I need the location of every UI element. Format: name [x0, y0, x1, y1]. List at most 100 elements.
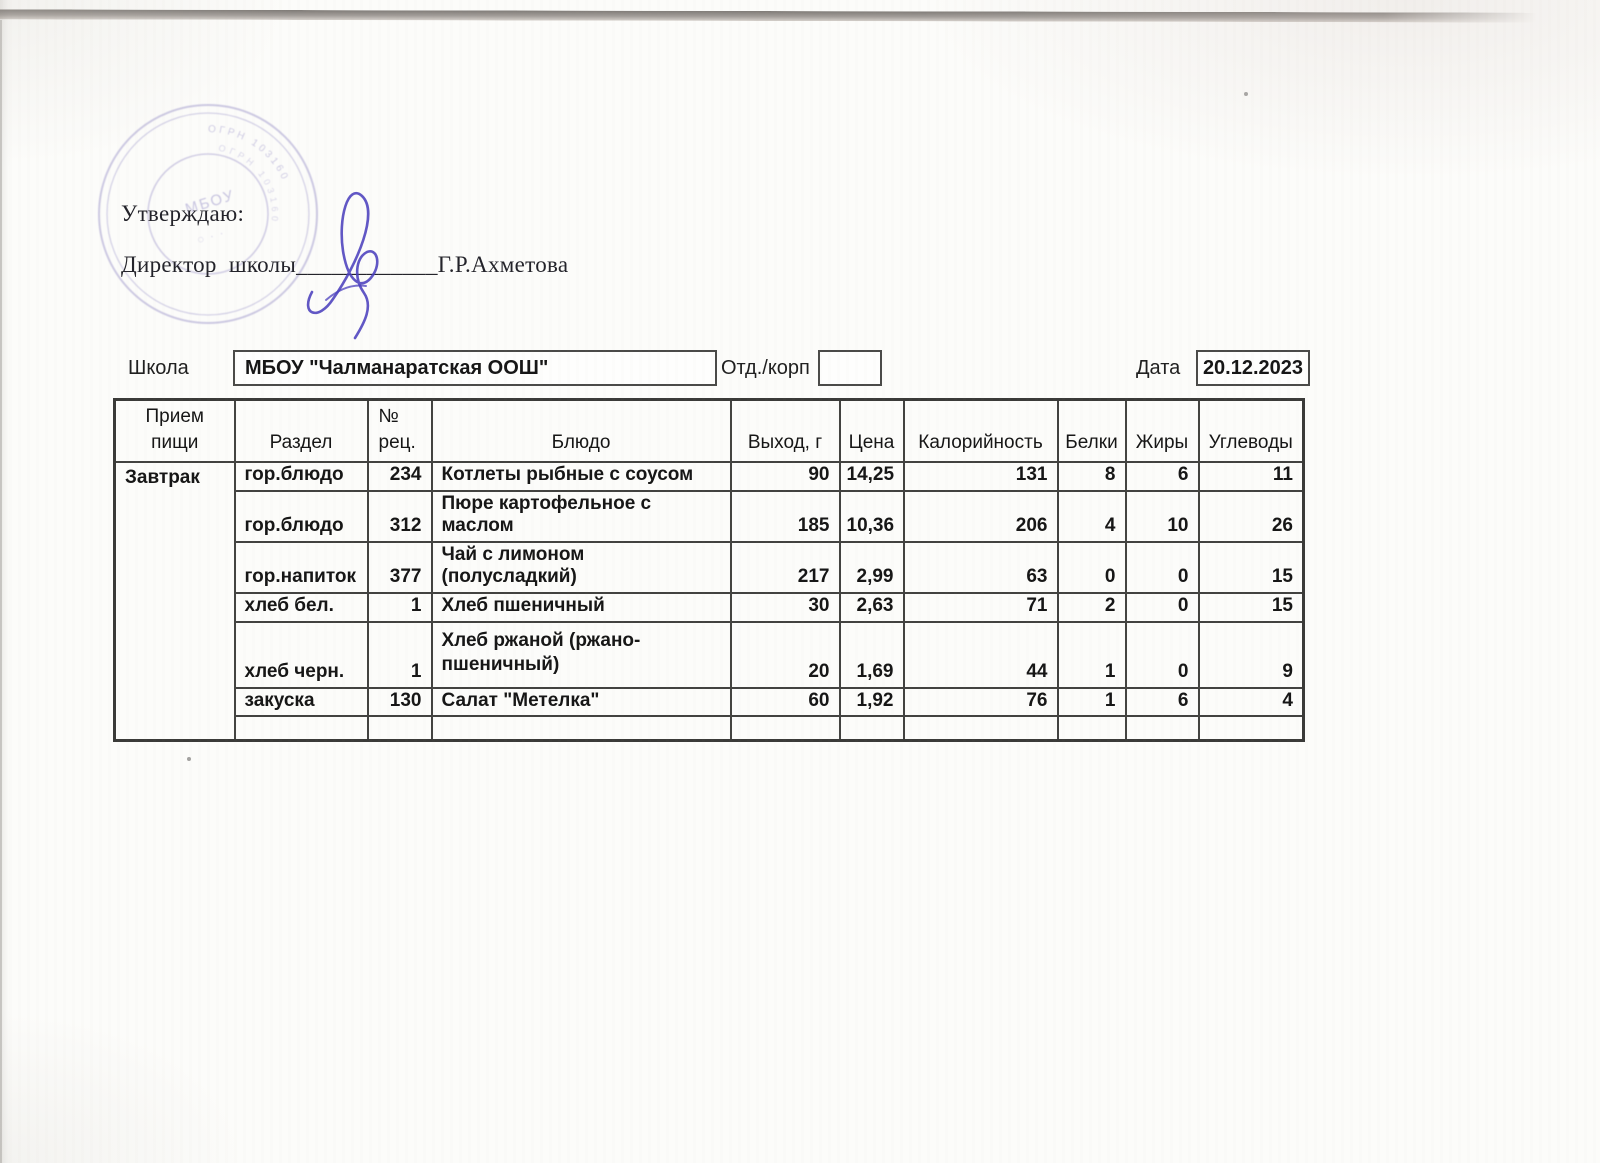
- cell-dish: Хлеб ржаной (ржано-пшеничный): [430, 620, 732, 689]
- header-meal: Прием пищи: [113, 398, 236, 464]
- cell-calories: 206: [902, 490, 1059, 543]
- director-name: Г.Р.Ахметова: [437, 252, 569, 277]
- school-stamp: ОГРН 103160 ОГРН 103160 МБОУ ○··: [92, 98, 324, 330]
- stamp-graphic: ОГРН 103160 ОГРН 103160 МБОУ ○··: [98, 104, 318, 324]
- cell-dish: [430, 715, 732, 742]
- table-row-empty: [115, 715, 1305, 742]
- cell-calories: 63: [902, 540, 1059, 594]
- cell-carbs: 9: [1197, 620, 1305, 689]
- cell-recipe-no: 1: [366, 620, 433, 689]
- dept-value-box: [818, 350, 882, 386]
- cell-section: гор.блюдо: [233, 461, 369, 493]
- cell-fat: 6: [1124, 686, 1200, 718]
- cell-carbs: 11: [1197, 461, 1305, 493]
- approve-heading: Утверждаю:: [121, 201, 245, 226]
- cell-carbs: 15: [1197, 540, 1305, 594]
- cell-protein: 1: [1056, 620, 1127, 689]
- date-label: Дата: [1136, 357, 1181, 379]
- cell-section: хлеб бел.: [233, 591, 369, 623]
- cell-yield: 20: [729, 620, 841, 689]
- cell-protein: 0: [1056, 540, 1127, 594]
- cell-fat: 10: [1124, 490, 1200, 543]
- director-label: Директор школы: [121, 252, 297, 277]
- cell-yield: 185: [729, 490, 841, 543]
- header-price: Цена: [838, 398, 905, 464]
- stamp-decor-marks: ○··: [195, 224, 231, 247]
- cell-carbs: 4: [1197, 686, 1305, 718]
- cell-price: [838, 715, 905, 742]
- signature-underscores: ____________: [296, 252, 438, 277]
- cell-fat: [1124, 715, 1200, 742]
- cell-protein: 2: [1056, 591, 1127, 623]
- cell-calories: 131: [902, 461, 1059, 493]
- cell-dish: Чай с лимоном (полусладкий): [430, 540, 732, 594]
- school-value-box: МБОУ "Чалманаратская ООШ": [233, 350, 717, 386]
- cell-price: 14,25: [838, 461, 905, 493]
- cell-recipe-no: 1: [366, 591, 433, 623]
- cell-calories: 76: [902, 686, 1059, 718]
- scan-speck: [187, 757, 191, 761]
- menu-table: Прием пищи Раздел № рец. Блюдо Выход, г …: [113, 398, 1305, 742]
- cell-fat: 0: [1124, 620, 1200, 689]
- cell-carbs: 15: [1197, 591, 1305, 623]
- cell-yield: 90: [729, 461, 841, 493]
- cell-protein: 4: [1056, 490, 1127, 543]
- cell-price: 1,92: [838, 686, 905, 718]
- table-row: хлеб бел. 1 Хлеб пшеничный 30 2,63 71 2 …: [115, 591, 1305, 623]
- scan-speck: [1244, 92, 1248, 96]
- table-row: гор.блюдо 312 Пюре картофельное с маслом…: [115, 490, 1305, 543]
- cell-recipe-no: [366, 715, 433, 742]
- cell-section: [233, 715, 369, 742]
- cell-yield: 217: [729, 540, 841, 594]
- header-row: Прием пищи Раздел № рец. Блюдо Выход, г …: [113, 398, 1305, 464]
- table-row: гор.напиток 377 Чай с лимоном (полусладк…: [115, 540, 1305, 594]
- table-row: хлеб черн. 1 Хлеб ржаной (ржано-пшеничны…: [115, 620, 1305, 689]
- header-calories: Калорийность: [902, 398, 1059, 464]
- cell-dish: Хлеб пшеничный: [430, 591, 732, 623]
- header-dish: Блюдо: [430, 398, 732, 464]
- cell-recipe-no: 312: [366, 490, 433, 543]
- cell-protein: [1056, 715, 1127, 742]
- header-carbs: Углеводы: [1197, 398, 1305, 464]
- scan-artifact-strip: [0, 9, 1538, 23]
- cell-protein: 1: [1056, 686, 1127, 718]
- handwritten-signature: [306, 192, 379, 340]
- table-row: Завтрак гор.блюдо 234 Котлеты рыбные с с…: [113, 461, 1305, 742]
- cell-yield: [729, 715, 841, 742]
- cell-calories: 71: [902, 591, 1059, 623]
- cell-section: хлеб черн.: [233, 620, 369, 689]
- cell-fat: 0: [1124, 591, 1200, 623]
- cell-section: закуска: [233, 686, 369, 718]
- header-fat: Жиры: [1124, 398, 1200, 464]
- cell-price: 2,99: [838, 540, 905, 594]
- cell-section: гор.блюдо: [233, 490, 369, 543]
- cell-recipe-no: 377: [366, 540, 433, 594]
- header-yield: Выход, г: [729, 398, 841, 464]
- scan-edge-line: [0, 20, 2, 1163]
- cell-dish: Салат "Метелка": [430, 686, 732, 718]
- cell-recipe-no: 234: [366, 461, 433, 493]
- cell-dish: Котлеты рыбные с соусом: [430, 461, 732, 493]
- cell-yield: 30: [729, 591, 841, 623]
- cell-carbs: 26: [1197, 490, 1305, 543]
- cell-calories: 44: [902, 620, 1059, 689]
- cell-section: гор.напиток: [233, 540, 369, 594]
- school-label: Школа: [128, 357, 189, 379]
- cell-fat: 6: [1124, 461, 1200, 493]
- cell-recipe-no: 130: [366, 686, 433, 718]
- director-signature-line: Директор школы____________Г.Р.Ахметова: [121, 252, 568, 278]
- date-value-box: 20.12.2023: [1196, 350, 1310, 386]
- table-row: закуска 130 Салат "Метелка" 60 1,92 76 1…: [115, 686, 1305, 718]
- cell-meal-name: Завтрак: [113, 461, 236, 742]
- cell-protein: 8: [1056, 461, 1127, 493]
- header-protein: Белки: [1056, 398, 1127, 464]
- cell-fat: 0: [1124, 540, 1200, 594]
- cell-calories: [902, 715, 1059, 742]
- cell-carbs: [1197, 715, 1305, 742]
- cell-price: 2,63: [838, 591, 905, 623]
- dept-label: Отд./корп: [721, 357, 810, 379]
- cell-price: 1,69: [838, 620, 905, 689]
- cell-price: 10,36: [838, 490, 905, 543]
- header-recipe-no: № рец.: [366, 398, 433, 464]
